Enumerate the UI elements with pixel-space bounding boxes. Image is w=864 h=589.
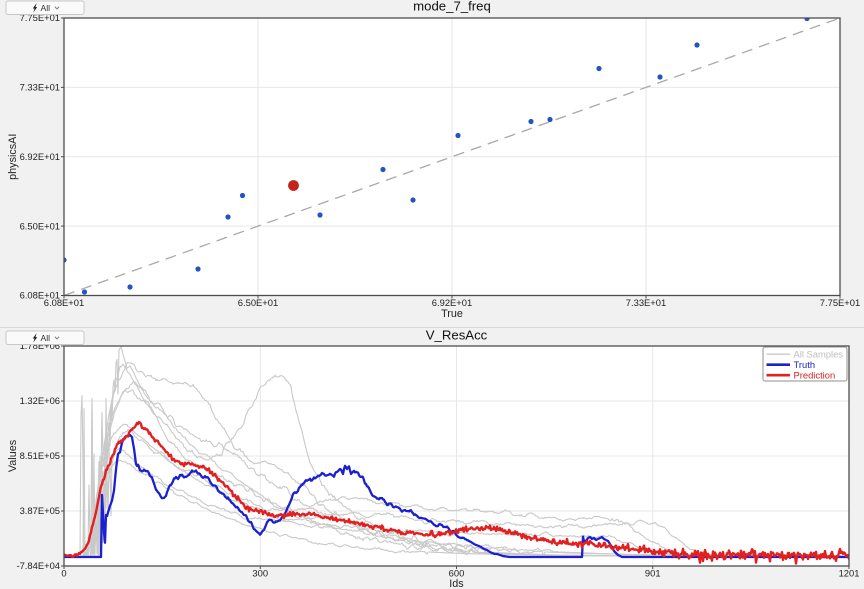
svg-text:All: All [41,333,51,343]
svg-text:3.87E+05: 3.87E+05 [20,505,60,516]
svg-text:mode_7_freq: mode_7_freq [413,0,491,14]
svg-text:6.92E+01: 6.92E+01 [432,297,472,308]
svg-text:6.08E+01: 6.08E+01 [44,297,84,308]
svg-text:7.33E+01: 7.33E+01 [20,82,60,93]
svg-text:physicsAI: physicsAI [7,134,19,180]
svg-text:V_ResAcc: V_ResAcc [426,328,488,343]
svg-text:0: 0 [61,568,66,579]
svg-text:Values: Values [7,439,19,472]
svg-text:6.50E+01: 6.50E+01 [238,297,278,308]
svg-text:-7.84E+04: -7.84E+04 [16,560,60,571]
svg-text:1.78E+06: 1.78E+06 [20,340,60,351]
svg-text:6.08E+01: 6.08E+01 [20,290,60,301]
svg-text:True: True [441,308,463,320]
svg-text:7.33E+01: 7.33E+01 [626,297,666,308]
svg-text:Ids: Ids [449,578,464,589]
svg-text:All: All [41,3,51,13]
svg-text:1201: 1201 [839,568,860,579]
svg-text:901: 901 [645,568,661,579]
svg-text:300: 300 [252,568,268,579]
svg-text:6.92E+01: 6.92E+01 [20,151,60,162]
svg-text:8.51E+05: 8.51E+05 [20,450,60,461]
svg-text:7.75E+01: 7.75E+01 [820,297,860,308]
svg-text:Truth: Truth [794,359,816,370]
svg-text:7.75E+01: 7.75E+01 [20,12,60,23]
svg-text:Prediction: Prediction [794,370,836,381]
svg-text:600: 600 [449,568,465,579]
svg-text:6.50E+01: 6.50E+01 [20,220,60,231]
svg-text:All Samples: All Samples [794,349,844,360]
svg-text:1.32E+06: 1.32E+06 [20,395,60,406]
